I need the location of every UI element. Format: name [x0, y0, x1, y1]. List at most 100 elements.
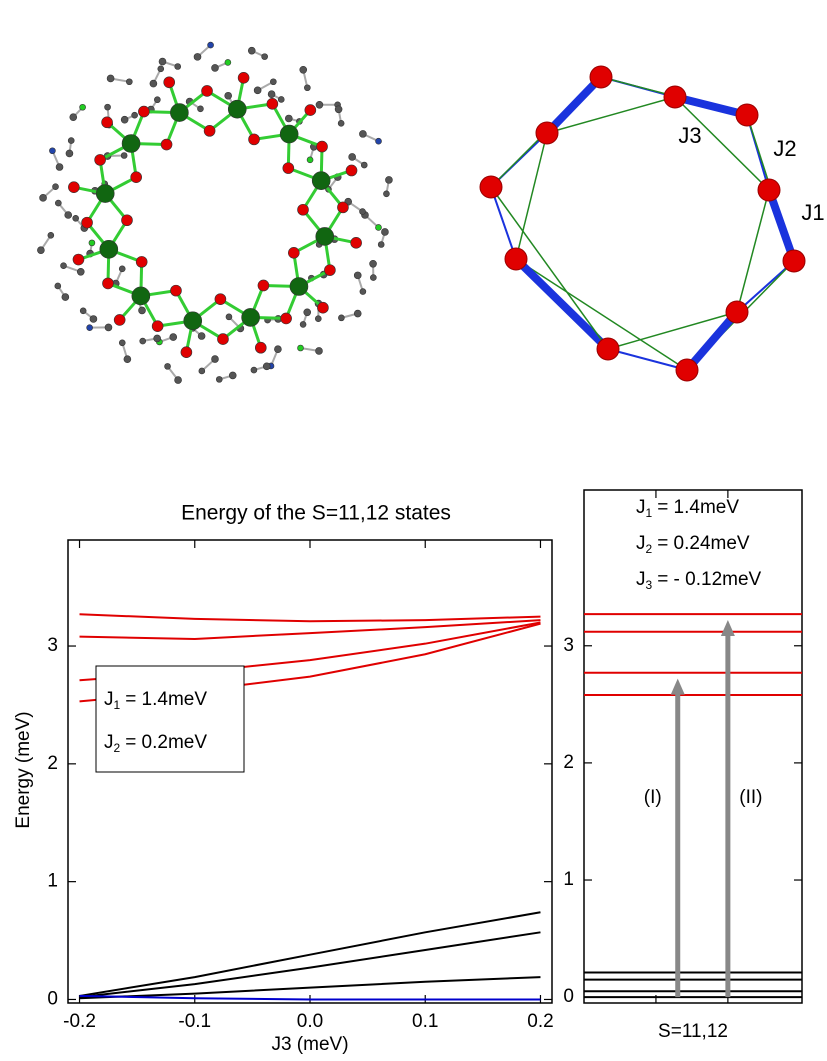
annotation: J1 = 1.4meV [636, 497, 739, 520]
atom [68, 138, 74, 144]
x-tick-label: 0.2 [527, 1011, 553, 1032]
atom [150, 80, 157, 87]
atom [383, 191, 389, 197]
annotation-part: J [636, 533, 646, 554]
atom [315, 316, 321, 322]
atom [89, 240, 95, 246]
atom [37, 247, 44, 254]
atom [119, 340, 125, 346]
atom [140, 338, 146, 344]
atom [376, 138, 382, 144]
atom [121, 215, 132, 226]
atom [226, 314, 232, 320]
atom [154, 335, 161, 342]
atom [338, 315, 344, 321]
atom [337, 202, 348, 213]
atom [208, 42, 214, 48]
atom [228, 100, 246, 118]
atom [304, 85, 310, 91]
atom [202, 85, 213, 96]
atom [102, 117, 113, 128]
coupling-label: J2 [773, 136, 796, 161]
atom [122, 134, 140, 152]
atom [56, 164, 63, 171]
molecule-structure [37, 42, 392, 383]
atom [170, 104, 188, 122]
annotation-part: J [104, 732, 114, 753]
atom [139, 307, 146, 314]
atom [159, 58, 166, 65]
annotation-part: = 1.4meV [657, 497, 739, 518]
atom [280, 125, 298, 143]
annotation-part: 1 [646, 506, 653, 520]
atom [268, 91, 275, 98]
atom [304, 309, 311, 316]
atom [225, 92, 232, 99]
atom [349, 153, 356, 160]
y-tick-label: 3 [47, 635, 58, 656]
atom [105, 104, 111, 110]
arrow-label: (II) [739, 787, 762, 808]
coupling-label: J3 [678, 123, 701, 148]
y-tick-label: 1 [563, 869, 574, 890]
atom [242, 308, 260, 326]
atom [274, 346, 281, 353]
atom [165, 363, 171, 369]
atom [73, 215, 79, 221]
y-tick-label: 1 [47, 871, 58, 892]
atom [215, 294, 226, 305]
atom [164, 77, 175, 88]
atom [267, 98, 278, 109]
atom [254, 87, 261, 94]
series-line [80, 912, 541, 996]
annotation-part: = 0.24meV [657, 533, 750, 554]
series-line [80, 614, 541, 621]
atom [68, 182, 79, 193]
annotation-part: J [636, 497, 646, 518]
atom [197, 106, 203, 112]
ring-site [536, 122, 558, 144]
ring-diagram [480, 66, 805, 381]
atom [77, 268, 84, 275]
arrow-head [671, 679, 685, 695]
atom [317, 302, 328, 313]
annotation-box [96, 666, 244, 772]
atom [119, 266, 125, 272]
atom [381, 228, 388, 235]
x-tick-label: 0.0 [297, 1011, 323, 1032]
atom [170, 334, 177, 341]
atom [55, 200, 61, 206]
atom [216, 376, 222, 382]
atom [181, 347, 192, 358]
annotation-part: 2 [646, 542, 653, 556]
ring-site [590, 66, 612, 88]
x-axis-label: J3 (meV) [271, 1034, 348, 1055]
atom [114, 314, 125, 325]
atom [95, 154, 106, 165]
y-tick-label: 3 [563, 635, 574, 656]
atom [199, 368, 205, 374]
plot-frame [584, 490, 802, 1003]
atom [131, 172, 142, 183]
atom [194, 53, 201, 60]
atom [154, 97, 160, 103]
atom [198, 333, 205, 340]
atom [298, 345, 304, 351]
atom [170, 285, 181, 296]
atom [359, 130, 366, 137]
atom [48, 232, 54, 238]
atom [249, 134, 260, 145]
ring-site [783, 250, 805, 272]
atom [288, 247, 299, 258]
atom [300, 66, 307, 73]
atom [278, 96, 284, 102]
atom [100, 240, 118, 258]
atom [212, 64, 219, 71]
annotation: J3= - 0.12meV [636, 569, 762, 592]
atom [290, 278, 308, 296]
ring-site [736, 104, 758, 126]
atom [184, 312, 202, 330]
atom [255, 342, 266, 353]
atom [212, 356, 219, 363]
atom [66, 150, 73, 157]
